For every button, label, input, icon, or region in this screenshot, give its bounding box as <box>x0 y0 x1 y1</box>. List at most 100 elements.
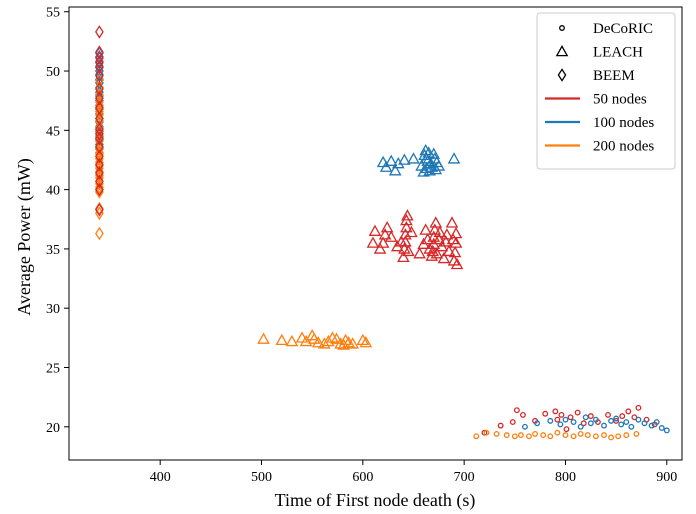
x-tick-label: 800 <box>555 470 576 485</box>
data-point <box>346 337 360 349</box>
data-point <box>401 209 414 221</box>
y-tick-label: 30 <box>46 302 60 317</box>
data-point <box>577 430 584 437</box>
x-tick-label: 500 <box>251 470 272 485</box>
data-point <box>635 404 642 411</box>
data-point <box>378 228 392 240</box>
data-point <box>330 332 343 344</box>
x-axis: 400 500 600 700 800 900 <box>150 460 677 485</box>
data-point <box>648 422 655 429</box>
data-point <box>570 419 577 426</box>
data-point <box>95 142 104 157</box>
data-point <box>402 244 415 257</box>
data-point <box>388 164 402 176</box>
data-point <box>570 433 577 440</box>
plot-frame <box>68 6 683 461</box>
legend-triangle-icon <box>555 44 569 57</box>
data-point <box>587 413 594 420</box>
y-tick-label: 55 <box>46 6 60 21</box>
data-point <box>95 25 104 39</box>
data-point <box>95 98 104 113</box>
data-point <box>366 236 380 248</box>
data-point <box>567 414 574 421</box>
data-point <box>615 433 622 440</box>
data-point <box>562 432 569 439</box>
data-point <box>558 411 565 418</box>
data-point <box>547 417 554 424</box>
data-point <box>398 153 411 165</box>
data-point <box>517 432 524 439</box>
data-point <box>522 423 528 430</box>
data-point <box>95 226 104 241</box>
data-point <box>322 334 335 347</box>
data-point <box>641 420 648 427</box>
data-point <box>95 149 104 164</box>
data-point <box>623 419 630 426</box>
legend-label: 100 nodes <box>593 115 654 131</box>
data-point <box>318 337 331 349</box>
data-point <box>601 422 607 429</box>
data-point <box>429 216 443 228</box>
data-point <box>430 247 444 259</box>
legend-diamond-icon <box>557 68 567 82</box>
data-point <box>428 223 442 235</box>
data-point <box>95 176 104 191</box>
data-point <box>554 416 561 423</box>
data-point <box>427 147 441 159</box>
data-point <box>519 411 526 418</box>
data-point <box>450 257 464 270</box>
y-axis-label: Average Power (mW) <box>14 158 35 316</box>
data-point <box>448 245 462 258</box>
data-point <box>339 333 352 346</box>
data-point <box>307 332 321 344</box>
legend-box <box>536 12 676 170</box>
y-tick-label: 35 <box>46 243 60 258</box>
data-point <box>540 432 547 439</box>
data-point <box>613 415 620 422</box>
x-tick-label: 400 <box>150 470 171 485</box>
data-point <box>601 432 607 439</box>
data-point <box>574 409 581 416</box>
data-point <box>95 166 104 180</box>
data-point <box>380 221 394 233</box>
data-point <box>481 429 488 436</box>
data-point <box>440 228 454 240</box>
data-point <box>608 417 615 424</box>
data-point <box>95 140 104 154</box>
data-point <box>95 51 104 65</box>
data-point <box>619 413 626 420</box>
data-point <box>493 430 500 437</box>
data-point <box>592 416 599 423</box>
data-point <box>542 410 549 417</box>
legend-label: LEACH <box>593 45 643 61</box>
y-axis: 20 25 30 35 40 45 50 55 <box>46 6 69 436</box>
data-point <box>449 236 463 248</box>
data-point <box>429 162 443 175</box>
y-tick-label: 50 <box>46 65 60 80</box>
y-tick-label: 25 <box>46 362 60 377</box>
data-point <box>577 423 584 430</box>
data-point <box>554 429 561 436</box>
data-point <box>95 180 104 195</box>
data-point <box>580 420 587 427</box>
data-point <box>379 160 393 172</box>
data-point <box>275 333 289 346</box>
data-point <box>419 223 432 235</box>
data-point <box>397 250 410 263</box>
data-point <box>562 416 569 423</box>
data-point <box>437 251 451 264</box>
data-point <box>432 159 446 171</box>
data-point <box>592 433 599 440</box>
legend-label: DeCoRIC <box>593 21 653 37</box>
data-point <box>95 82 104 96</box>
data-point <box>299 334 313 347</box>
data-point <box>285 334 299 347</box>
legend-label: 200 nodes <box>593 139 654 155</box>
data-point <box>653 419 660 426</box>
data-point <box>445 216 459 228</box>
data-point <box>359 336 373 348</box>
y-tick-label: 40 <box>46 184 60 199</box>
data-point <box>605 411 611 418</box>
data-point <box>625 408 632 415</box>
